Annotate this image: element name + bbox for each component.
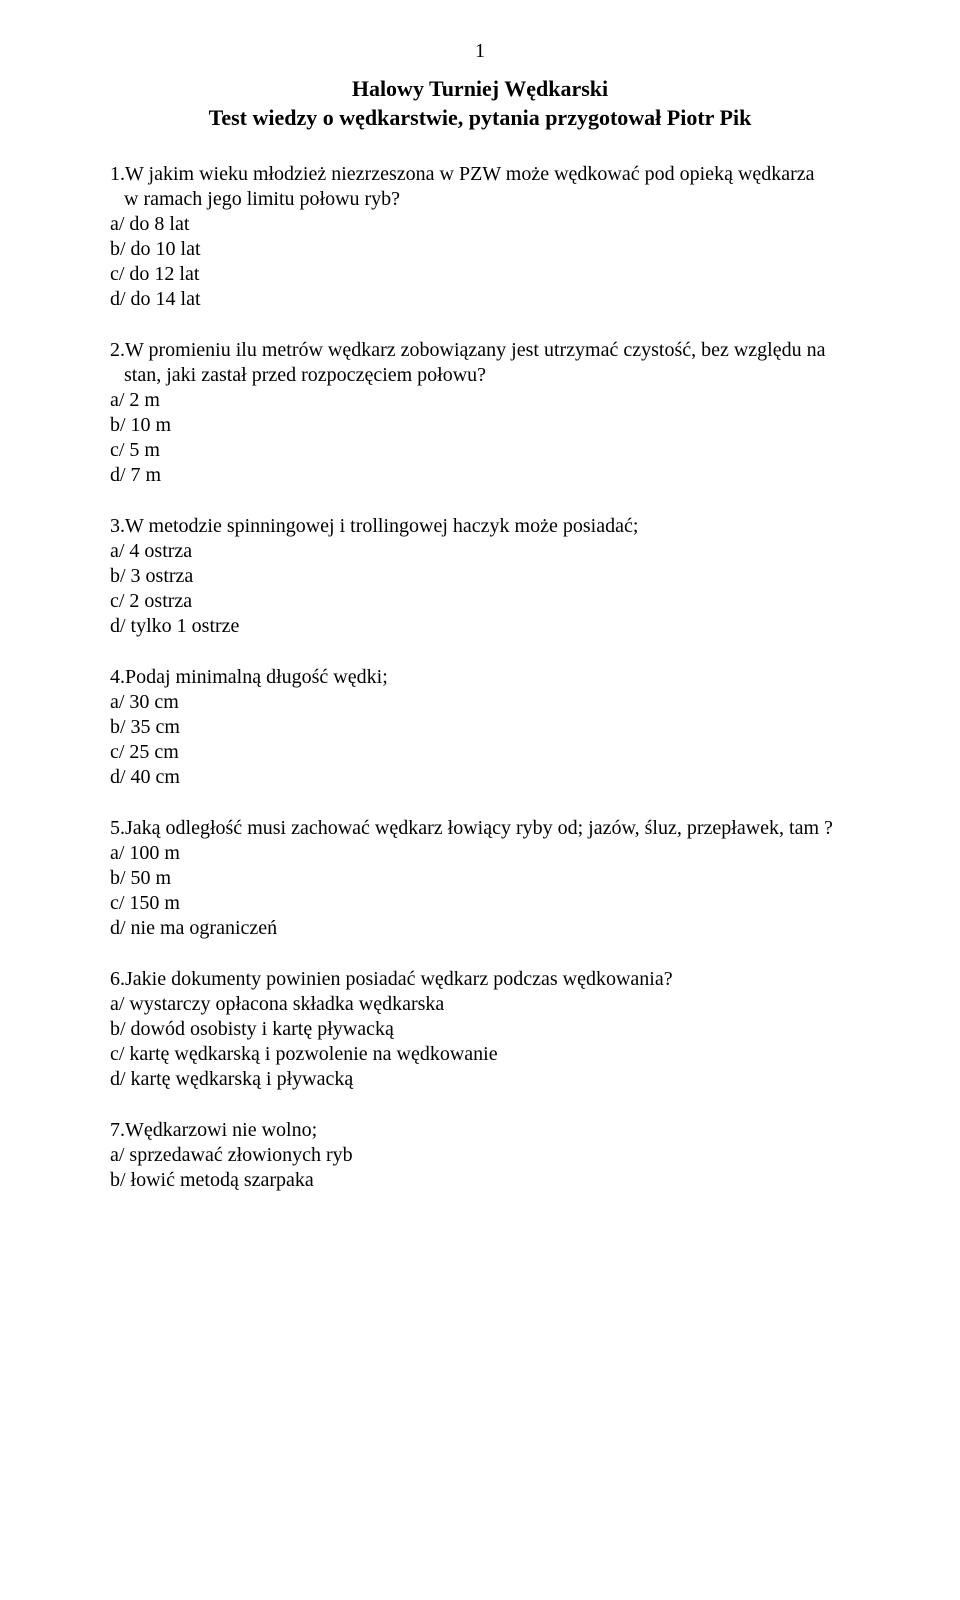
question-1-text-line2: w ramach jego limitu połowu ryb? — [124, 187, 850, 212]
title-line-1: Halowy Turniej Wędkarski — [110, 75, 850, 104]
question-4-option-b: b/ 35 cm — [110, 715, 850, 740]
question-3-option-b: b/ 3 ostrza — [110, 564, 850, 589]
question-5: 5.Jaką odległość musi zachować wędkarz ł… — [110, 816, 850, 941]
question-6-option-b: b/ dowód osobisty i kartę pływacką — [110, 1017, 850, 1042]
question-1-option-c: c/ do 12 lat — [110, 262, 850, 287]
question-5-text: 5.Jaką odległość musi zachować wędkarz ł… — [110, 816, 850, 841]
question-2-option-d: d/ 7 m — [110, 463, 850, 488]
question-7-option-a: a/ sprzedawać złowionych ryb — [110, 1143, 850, 1168]
question-2-option-b: b/ 10 m — [110, 413, 850, 438]
question-5-option-a: a/ 100 m — [110, 841, 850, 866]
question-1-text-line1: 1.W jakim wieku młodzież niezrzeszona w … — [110, 162, 850, 187]
question-1: 1.W jakim wieku młodzież niezrzeszona w … — [110, 162, 850, 312]
question-1-option-d: d/ do 14 lat — [110, 287, 850, 312]
question-3-option-a: a/ 4 ostrza — [110, 539, 850, 564]
question-4-option-c: c/ 25 cm — [110, 740, 850, 765]
question-2-option-c: c/ 5 m — [110, 438, 850, 463]
question-6: 6.Jakie dokumenty powinien posiadać wędk… — [110, 967, 850, 1092]
question-7: 7.Wędkarzowi nie wolno; a/ sprzedawać zł… — [110, 1118, 850, 1193]
title-line-2: Test wiedzy o wędkarstwie, pytania przyg… — [110, 104, 850, 133]
question-6-text: 6.Jakie dokumenty powinien posiadać wędk… — [110, 967, 850, 992]
question-3-option-c: c/ 2 ostrza — [110, 589, 850, 614]
question-3-text: 3.W metodzie spinningowej i trollingowej… — [110, 514, 850, 539]
question-2: 2.W promieniu ilu metrów wędkarz zobowią… — [110, 338, 850, 488]
page-number: 1 — [110, 40, 850, 63]
question-4: 4.Podaj minimalną długość wędki; a/ 30 c… — [110, 665, 850, 790]
question-7-text: 7.Wędkarzowi nie wolno; — [110, 1118, 850, 1143]
question-4-option-d: d/ 40 cm — [110, 765, 850, 790]
question-3-option-d: d/ tylko 1 ostrze — [110, 614, 850, 639]
question-5-option-d: d/ nie ma ograniczeń — [110, 916, 850, 941]
question-2-option-a: a/ 2 m — [110, 388, 850, 413]
document-page: 1 Halowy Turniej Wędkarski Test wiedzy o… — [0, 0, 960, 1600]
question-2-text-line1: 2.W promieniu ilu metrów wędkarz zobowią… — [110, 338, 850, 363]
question-3: 3.W metodzie spinningowej i trollingowej… — [110, 514, 850, 639]
question-6-option-c: c/ kartę wędkarską i pozwolenie na wędko… — [110, 1042, 850, 1067]
question-4-option-a: a/ 30 cm — [110, 690, 850, 715]
question-5-option-c: c/ 150 m — [110, 891, 850, 916]
question-1-option-b: b/ do 10 lat — [110, 237, 850, 262]
question-6-option-d: d/ kartę wędkarską i pływacką — [110, 1067, 850, 1092]
question-7-option-b: b/ łowić metodą szarpaka — [110, 1168, 850, 1193]
question-4-text: 4.Podaj minimalną długość wędki; — [110, 665, 850, 690]
question-5-option-b: b/ 50 m — [110, 866, 850, 891]
question-2-text-line2: stan, jaki zastał przed rozpoczęciem poł… — [124, 363, 850, 388]
question-1-option-a: a/ do 8 lat — [110, 212, 850, 237]
question-6-option-a: a/ wystarczy opłacona składka wędkarska — [110, 992, 850, 1017]
document-title: Halowy Turniej Wędkarski Test wiedzy o w… — [110, 75, 850, 132]
